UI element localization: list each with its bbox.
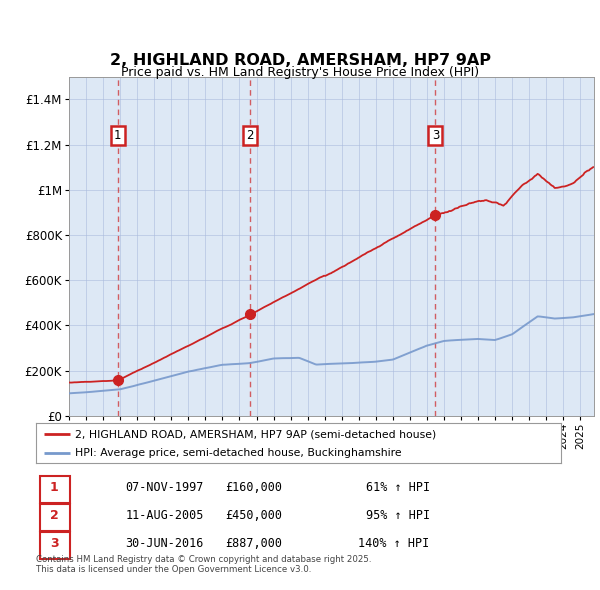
Text: 61% ↑ HPI: 61% ↑ HPI [365, 481, 430, 494]
Text: 2: 2 [246, 129, 254, 142]
Text: 07-NOV-1997: 07-NOV-1997 [125, 481, 203, 494]
Text: 1: 1 [50, 481, 59, 494]
FancyBboxPatch shape [40, 532, 70, 559]
Text: 1: 1 [114, 129, 121, 142]
Text: 11-AUG-2005: 11-AUG-2005 [125, 509, 203, 522]
Text: 140% ↑ HPI: 140% ↑ HPI [359, 537, 430, 550]
FancyBboxPatch shape [40, 504, 70, 531]
Text: Contains HM Land Registry data © Crown copyright and database right 2025.: Contains HM Land Registry data © Crown c… [36, 555, 371, 564]
Text: 3: 3 [50, 537, 59, 550]
Text: HPI: Average price, semi-detached house, Buckinghamshire: HPI: Average price, semi-detached house,… [76, 448, 402, 458]
Text: £160,000: £160,000 [226, 481, 283, 494]
Text: 2: 2 [50, 509, 59, 522]
Text: Price paid vs. HM Land Registry's House Price Index (HPI): Price paid vs. HM Land Registry's House … [121, 66, 479, 79]
Text: 3: 3 [432, 129, 439, 142]
Text: This data is licensed under the Open Government Licence v3.0.: This data is licensed under the Open Gov… [36, 565, 311, 574]
Text: 2, HIGHLAND ROAD, AMERSHAM, HP7 9AP: 2, HIGHLAND ROAD, AMERSHAM, HP7 9AP [110, 53, 491, 68]
Text: 95% ↑ HPI: 95% ↑ HPI [365, 509, 430, 522]
Text: 30-JUN-2016: 30-JUN-2016 [125, 537, 203, 550]
Text: 2, HIGHLAND ROAD, AMERSHAM, HP7 9AP (semi-detached house): 2, HIGHLAND ROAD, AMERSHAM, HP7 9AP (sem… [76, 430, 437, 440]
Text: £887,000: £887,000 [226, 537, 283, 550]
Text: £450,000: £450,000 [226, 509, 283, 522]
FancyBboxPatch shape [40, 476, 70, 503]
